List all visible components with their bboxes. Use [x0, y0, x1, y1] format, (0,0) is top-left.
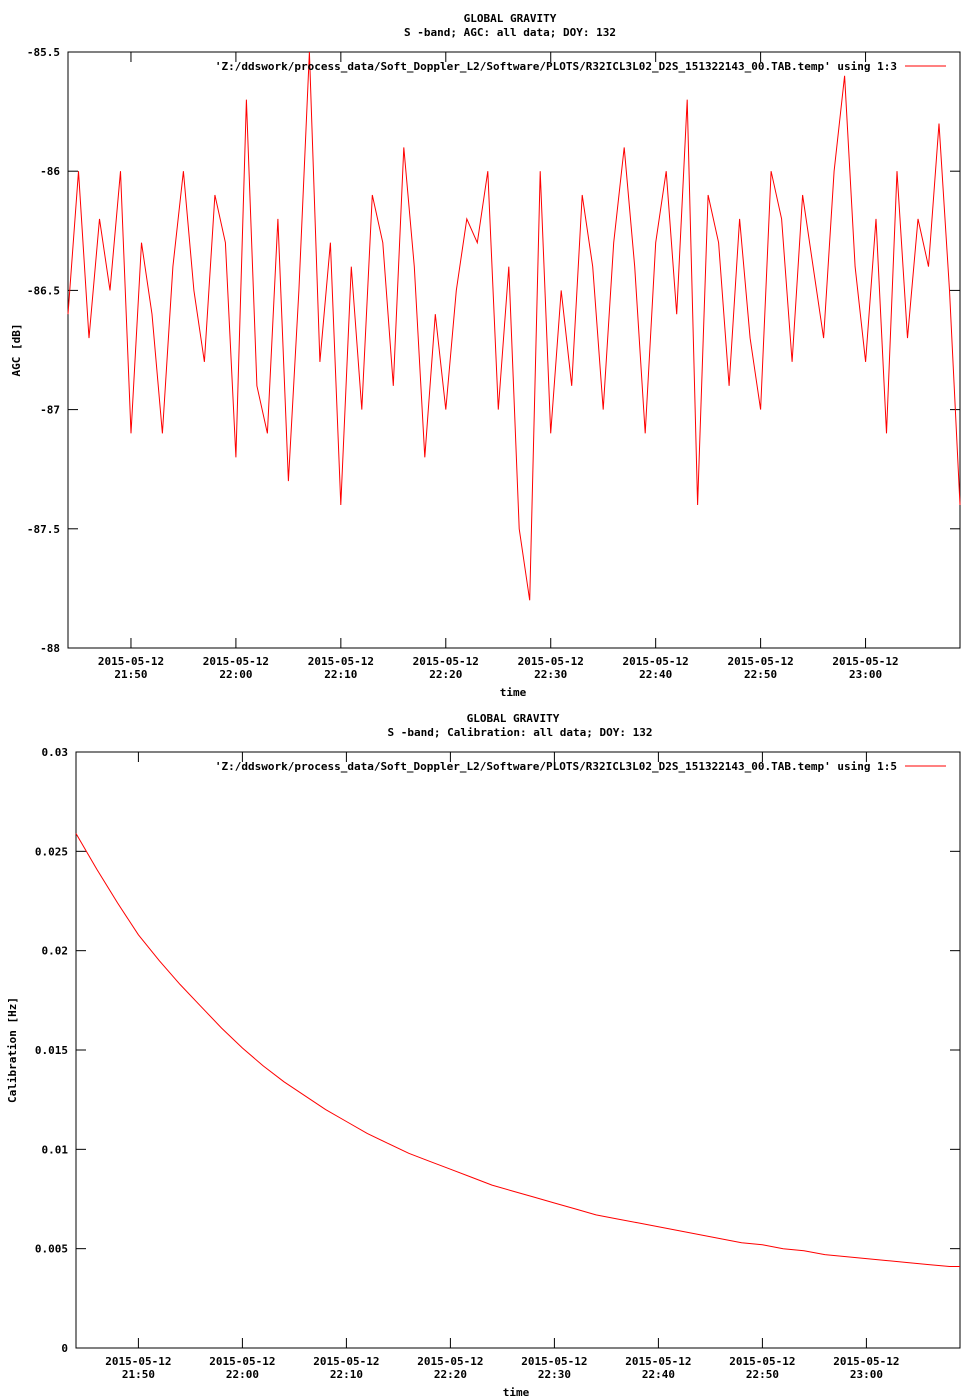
calibration-chart-title: GLOBAL GRAVITY — [467, 712, 560, 725]
agc-chart: GLOBAL GRAVITY S -band; AGC: all data; D… — [10, 12, 961, 699]
calibration-legend-label: 'Z:/ddswork/process_data/Soft_Doppler_L2… — [215, 760, 897, 773]
calibration-y-tick-label: 0.015 — [35, 1044, 68, 1057]
agc-y-tick-label: -88 — [40, 642, 60, 655]
agc-chart-subtitle: S -band; AGC: all data; DOY: 132 — [404, 26, 616, 39]
calibration-y-tick-label: 0.01 — [42, 1143, 69, 1156]
agc-x-tick-date: 2015-05-12 — [203, 655, 269, 668]
agc-y-tick-label: -87.5 — [27, 523, 60, 536]
agc-x-tick-time: 22:40 — [639, 668, 672, 681]
agc-x-tick-date: 2015-05-12 — [308, 655, 374, 668]
calibration-x-tick-time: 22:20 — [434, 1368, 467, 1381]
calibration-x-tick-date: 2015-05-12 — [105, 1355, 171, 1368]
agc-x-tick-time: 22:00 — [219, 668, 252, 681]
agc-y-tick-label: -86.5 — [27, 284, 60, 297]
agc-y-tick-label: -86 — [40, 165, 60, 178]
calibration-y-tick-label: 0.025 — [35, 845, 68, 858]
agc-x-tick-date: 2015-05-12 — [518, 655, 584, 668]
agc-y-axis-label: AGC [dB] — [10, 324, 23, 377]
agc-x-tick-time: 22:10 — [324, 668, 357, 681]
agc-x-axis-label: time — [500, 686, 527, 699]
calibration-x-tick-time: 22:10 — [330, 1368, 363, 1381]
agc-x-tick-date: 2015-05-12 — [413, 655, 479, 668]
agc-x-tick-time: 22:20 — [429, 668, 462, 681]
calibration-y-axis: 0.03 0.025 0.02 0.015 0.01 0.005 0 — [35, 746, 960, 1355]
agc-x-tick-date: 2015-05-12 — [832, 655, 898, 668]
agc-x-tick-time: 22:30 — [534, 668, 567, 681]
calibration-x-tick-date: 2015-05-12 — [313, 1355, 379, 1368]
calibration-x-tick-date: 2015-05-12 — [833, 1355, 899, 1368]
calibration-x-tick-date: 2015-05-12 — [729, 1355, 795, 1368]
calibration-y-axis-label: Calibration [Hz] — [6, 997, 19, 1103]
calibration-x-tick-time: 23:00 — [850, 1368, 883, 1381]
calibration-x-tick-date: 2015-05-12 — [417, 1355, 483, 1368]
agc-y-axis: -85.5 -86 -86.5 -87 -87.5 -88 — [27, 46, 960, 655]
agc-y-tick-label: -87 — [40, 404, 60, 417]
calibration-x-tick-time: 22:40 — [642, 1368, 675, 1381]
calibration-x-tick-date: 2015-05-12 — [521, 1355, 587, 1368]
calibration-x-tick-time: 22:00 — [226, 1368, 259, 1381]
calibration-x-tick-date: 2015-05-12 — [625, 1355, 691, 1368]
calibration-x-tick-date: 2015-05-12 — [209, 1355, 275, 1368]
calibration-chart-subtitle: S -band; Calibration: all data; DOY: 132 — [388, 726, 653, 739]
calibration-y-tick-label: 0.03 — [42, 746, 69, 759]
calibration-y-tick-label: 0 — [61, 1342, 68, 1355]
agc-x-tick-time: 22:50 — [744, 668, 777, 681]
calibration-series-line — [75, 833, 960, 1267]
calibration-x-axis: 2015-05-1221:502015-05-1222:002015-05-12… — [105, 752, 900, 1381]
calibration-y-tick-label: 0.02 — [42, 945, 69, 958]
calibration-x-tick-time: 22:50 — [746, 1368, 779, 1381]
agc-y-tick-label: -85.5 — [27, 46, 60, 59]
agc-plot-frame — [67, 51, 961, 649]
calibration-x-tick-time: 22:30 — [538, 1368, 571, 1381]
agc-x-tick-date: 2015-05-12 — [98, 655, 164, 668]
agc-legend-label: 'Z:/ddswork/process_data/Soft_Doppler_L2… — [215, 60, 897, 73]
calibration-chart: GLOBAL GRAVITY S -band; Calibration: all… — [6, 712, 961, 1399]
agc-x-tick-time: 21:50 — [114, 668, 147, 681]
calibration-y-tick-label: 0.005 — [35, 1243, 68, 1256]
agc-x-tick-date: 2015-05-12 — [727, 655, 793, 668]
calibration-x-tick-time: 21:50 — [122, 1368, 155, 1381]
calibration-x-axis-label: time — [503, 1386, 530, 1399]
agc-x-tick-date: 2015-05-12 — [623, 655, 689, 668]
agc-series-line — [67, 51, 961, 601]
agc-x-axis: 2015-05-1221:502015-05-1222:002015-05-12… — [98, 52, 899, 681]
agc-legend: 'Z:/ddswork/process_data/Soft_Doppler_L2… — [215, 60, 946, 73]
calibration-legend: 'Z:/ddswork/process_data/Soft_Doppler_L2… — [215, 760, 946, 773]
agc-x-tick-time: 23:00 — [849, 668, 882, 681]
agc-chart-title: GLOBAL GRAVITY — [464, 12, 557, 25]
